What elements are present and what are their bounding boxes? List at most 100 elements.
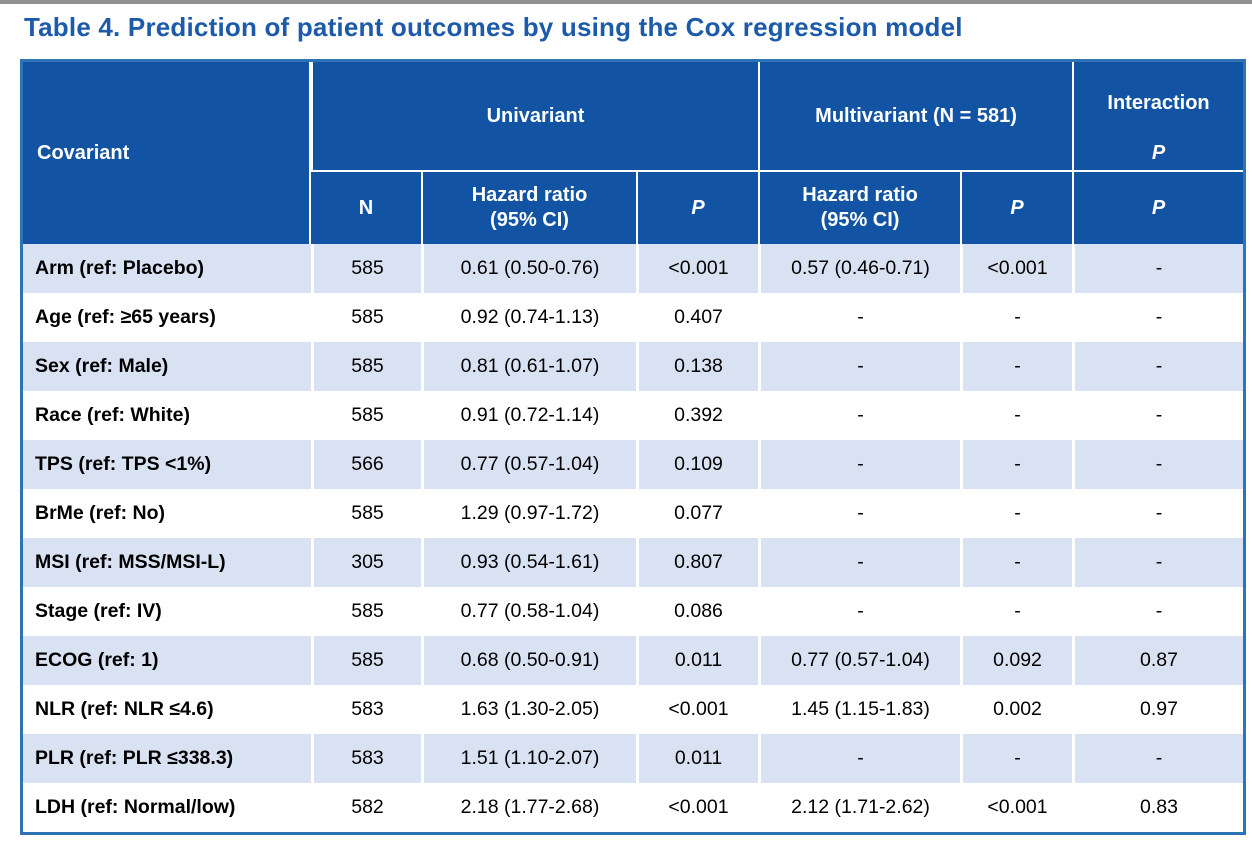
covariant-cell: Sex (ref: Male) xyxy=(23,342,311,391)
p-interaction-cell: - xyxy=(1072,440,1244,489)
col-header-hazard-ratio-multivariant: Hazard ratio (95% CI) xyxy=(758,170,961,244)
p-multivariant-cell: - xyxy=(960,734,1073,783)
hr-multivariant-cell: 0.57 (0.46-0.71) xyxy=(758,244,961,293)
p-interaction-cell: 0.83 xyxy=(1072,783,1244,832)
p-univariant-cell: <0.001 xyxy=(636,244,759,293)
interaction-label: Interaction xyxy=(1107,92,1210,114)
table-row-ecog: ECOG (ref: 1) 585 0.68 (0.50-0.91) 0.011… xyxy=(23,636,1244,685)
covariant-cell: LDH (ref: Normal/low) xyxy=(23,783,311,832)
p-multivariant-cell: 0.002 xyxy=(960,685,1073,734)
p-multivariant-cell: - xyxy=(960,489,1073,538)
hr-univariant-cell: 2.18 (1.77-2.68) xyxy=(421,783,636,832)
hr-multivariant-cell: - xyxy=(758,734,961,783)
n-cell: 585 xyxy=(311,293,421,342)
p-interaction-cell: - xyxy=(1072,734,1244,783)
col-header-covariant: Covariant xyxy=(23,62,311,244)
hr-univariant-cell: 0.77 (0.58-1.04) xyxy=(421,587,636,636)
hr-multivariant-cell: 0.77 (0.57-1.04) xyxy=(758,636,961,685)
p-interaction-cell: 0.97 xyxy=(1072,685,1244,734)
covariant-cell: NLR (ref: NLR ≤4.6) xyxy=(23,685,311,734)
hr-univariant-cell: 0.91 (0.72-1.14) xyxy=(421,391,636,440)
header-row-groups: Covariant Univariant Multivariant (N = 5… xyxy=(23,62,1244,244)
hr-multivariant-cell: - xyxy=(758,293,961,342)
p-interaction-cell: - xyxy=(1072,391,1244,440)
interaction-p-label: P xyxy=(1151,142,1166,164)
covariant-cell: Race (ref: White) xyxy=(23,391,311,440)
table-row-msi: MSI (ref: MSS/MSI-L) 305 0.93 (0.54-1.61… xyxy=(23,538,1244,587)
covariant-cell: TPS (ref: TPS <1%) xyxy=(23,440,311,489)
p-multivariant-cell: <0.001 xyxy=(960,244,1073,293)
n-cell: 305 xyxy=(311,538,421,587)
table-row-age: Age (ref: ≥65 years) 585 0.92 (0.74-1.13… xyxy=(23,293,1244,342)
table-row-stage: Stage (ref: IV) 585 0.77 (0.58-1.04) 0.0… xyxy=(23,587,1244,636)
p-univariant-cell: 0.077 xyxy=(636,489,759,538)
page-title: Table 4. Prediction of patient outcomes … xyxy=(24,12,963,42)
hr-multivariant-cell: - xyxy=(758,587,961,636)
p-univariant-cell: 0.392 xyxy=(636,391,759,440)
hr-multivariant-cell: - xyxy=(758,489,961,538)
hr-multivariant-cell: - xyxy=(758,440,961,489)
cox-regression-table: Covariant Univariant Multivariant (N = 5… xyxy=(20,59,1247,835)
hr-multivariant-cell: - xyxy=(758,391,961,440)
p-interaction-cell: - xyxy=(1072,293,1244,342)
n-cell: 583 xyxy=(311,734,421,783)
n-cell: 585 xyxy=(311,489,421,538)
n-cell: 585 xyxy=(311,244,421,293)
n-cell: 582 xyxy=(311,783,421,832)
p-multivariant-cell: - xyxy=(960,391,1073,440)
col-group-multivariant: Multivariant (N = 581) xyxy=(758,62,1073,170)
p-univariant-cell: 0.138 xyxy=(636,342,759,391)
col-header-p-multivariant: P xyxy=(960,170,1073,244)
table-row-brme: BrMe (ref: No) 585 1.29 (0.97-1.72) 0.07… xyxy=(23,489,1244,538)
table-row-plr: PLR (ref: PLR ≤338.3) 583 1.51 (1.10-2.0… xyxy=(23,734,1244,783)
p-univariant-cell: <0.001 xyxy=(636,685,759,734)
p-multivariant-cell: - xyxy=(960,293,1073,342)
p-univariant-cell: 0.109 xyxy=(636,440,759,489)
n-cell: 566 xyxy=(311,440,421,489)
p-multivariant-cell: - xyxy=(960,587,1073,636)
p-univariant-cell: <0.001 xyxy=(636,783,759,832)
p-interaction-cell: - xyxy=(1072,244,1244,293)
hr-univariant-cell: 0.68 (0.50-0.91) xyxy=(421,636,636,685)
col-header-p-interaction: P xyxy=(1072,170,1244,244)
table-row-tps: TPS (ref: TPS <1%) 566 0.77 (0.57-1.04) … xyxy=(23,440,1244,489)
table-row-sex: Sex (ref: Male) 585 0.81 (0.61-1.07) 0.1… xyxy=(23,342,1244,391)
hr-univariant-cell: 0.81 (0.61-1.07) xyxy=(421,342,636,391)
covariant-cell: Stage (ref: IV) xyxy=(23,587,311,636)
hr-multivariant-cell: 1.45 (1.15-1.83) xyxy=(758,685,961,734)
hr-univariant-cell: 1.29 (0.97-1.72) xyxy=(421,489,636,538)
p-interaction-cell: - xyxy=(1072,587,1244,636)
p-interaction-cell: - xyxy=(1072,489,1244,538)
p-multivariant-cell: - xyxy=(960,538,1073,587)
hr-multivariant-cell: - xyxy=(758,538,961,587)
p-interaction-cell: - xyxy=(1072,342,1244,391)
table-row-nlr: NLR (ref: NLR ≤4.6) 583 1.63 (1.30-2.05)… xyxy=(23,685,1244,734)
table-row-arm: Arm (ref: Placebo) 585 0.61 (0.50-0.76) … xyxy=(23,244,1244,293)
hr-univariant-cell: 1.51 (1.10-2.07) xyxy=(421,734,636,783)
hr-univariant-cell: 0.92 (0.74-1.13) xyxy=(421,293,636,342)
covariant-cell: PLR (ref: PLR ≤338.3) xyxy=(23,734,311,783)
hr-univariant-cell: 1.63 (1.30-2.05) xyxy=(421,685,636,734)
p-multivariant-cell: <0.001 xyxy=(960,783,1073,832)
p-interaction-cell: 0.87 xyxy=(1072,636,1244,685)
p-univariant-cell: 0.011 xyxy=(636,734,759,783)
covariant-cell: BrMe (ref: No) xyxy=(23,489,311,538)
n-cell: 585 xyxy=(311,342,421,391)
covariant-cell: MSI (ref: MSS/MSI-L) xyxy=(23,538,311,587)
col-group-univariant: Univariant xyxy=(311,62,759,170)
p-multivariant-cell: 0.092 xyxy=(960,636,1073,685)
p-multivariant-cell: - xyxy=(960,342,1073,391)
table-row-ldh: LDH (ref: Normal/low) 582 2.18 (1.77-2.6… xyxy=(23,783,1244,832)
col-header-hazard-ratio-univariant: Hazard ratio (95% CI) xyxy=(421,170,636,244)
hr-multivariant-cell: 2.12 (1.71-2.62) xyxy=(758,783,961,832)
hr-multivariant-cell: - xyxy=(758,342,961,391)
window-top-edge xyxy=(0,0,1252,4)
p-univariant-cell: 0.407 xyxy=(636,293,759,342)
n-cell: 585 xyxy=(311,636,421,685)
n-cell: 585 xyxy=(311,391,421,440)
col-group-interaction: Interaction P xyxy=(1072,62,1244,170)
n-cell: 585 xyxy=(311,587,421,636)
p-interaction-cell: - xyxy=(1072,538,1244,587)
hr-univariant-cell: 0.61 (0.50-0.76) xyxy=(421,244,636,293)
col-header-n: N xyxy=(311,170,421,244)
